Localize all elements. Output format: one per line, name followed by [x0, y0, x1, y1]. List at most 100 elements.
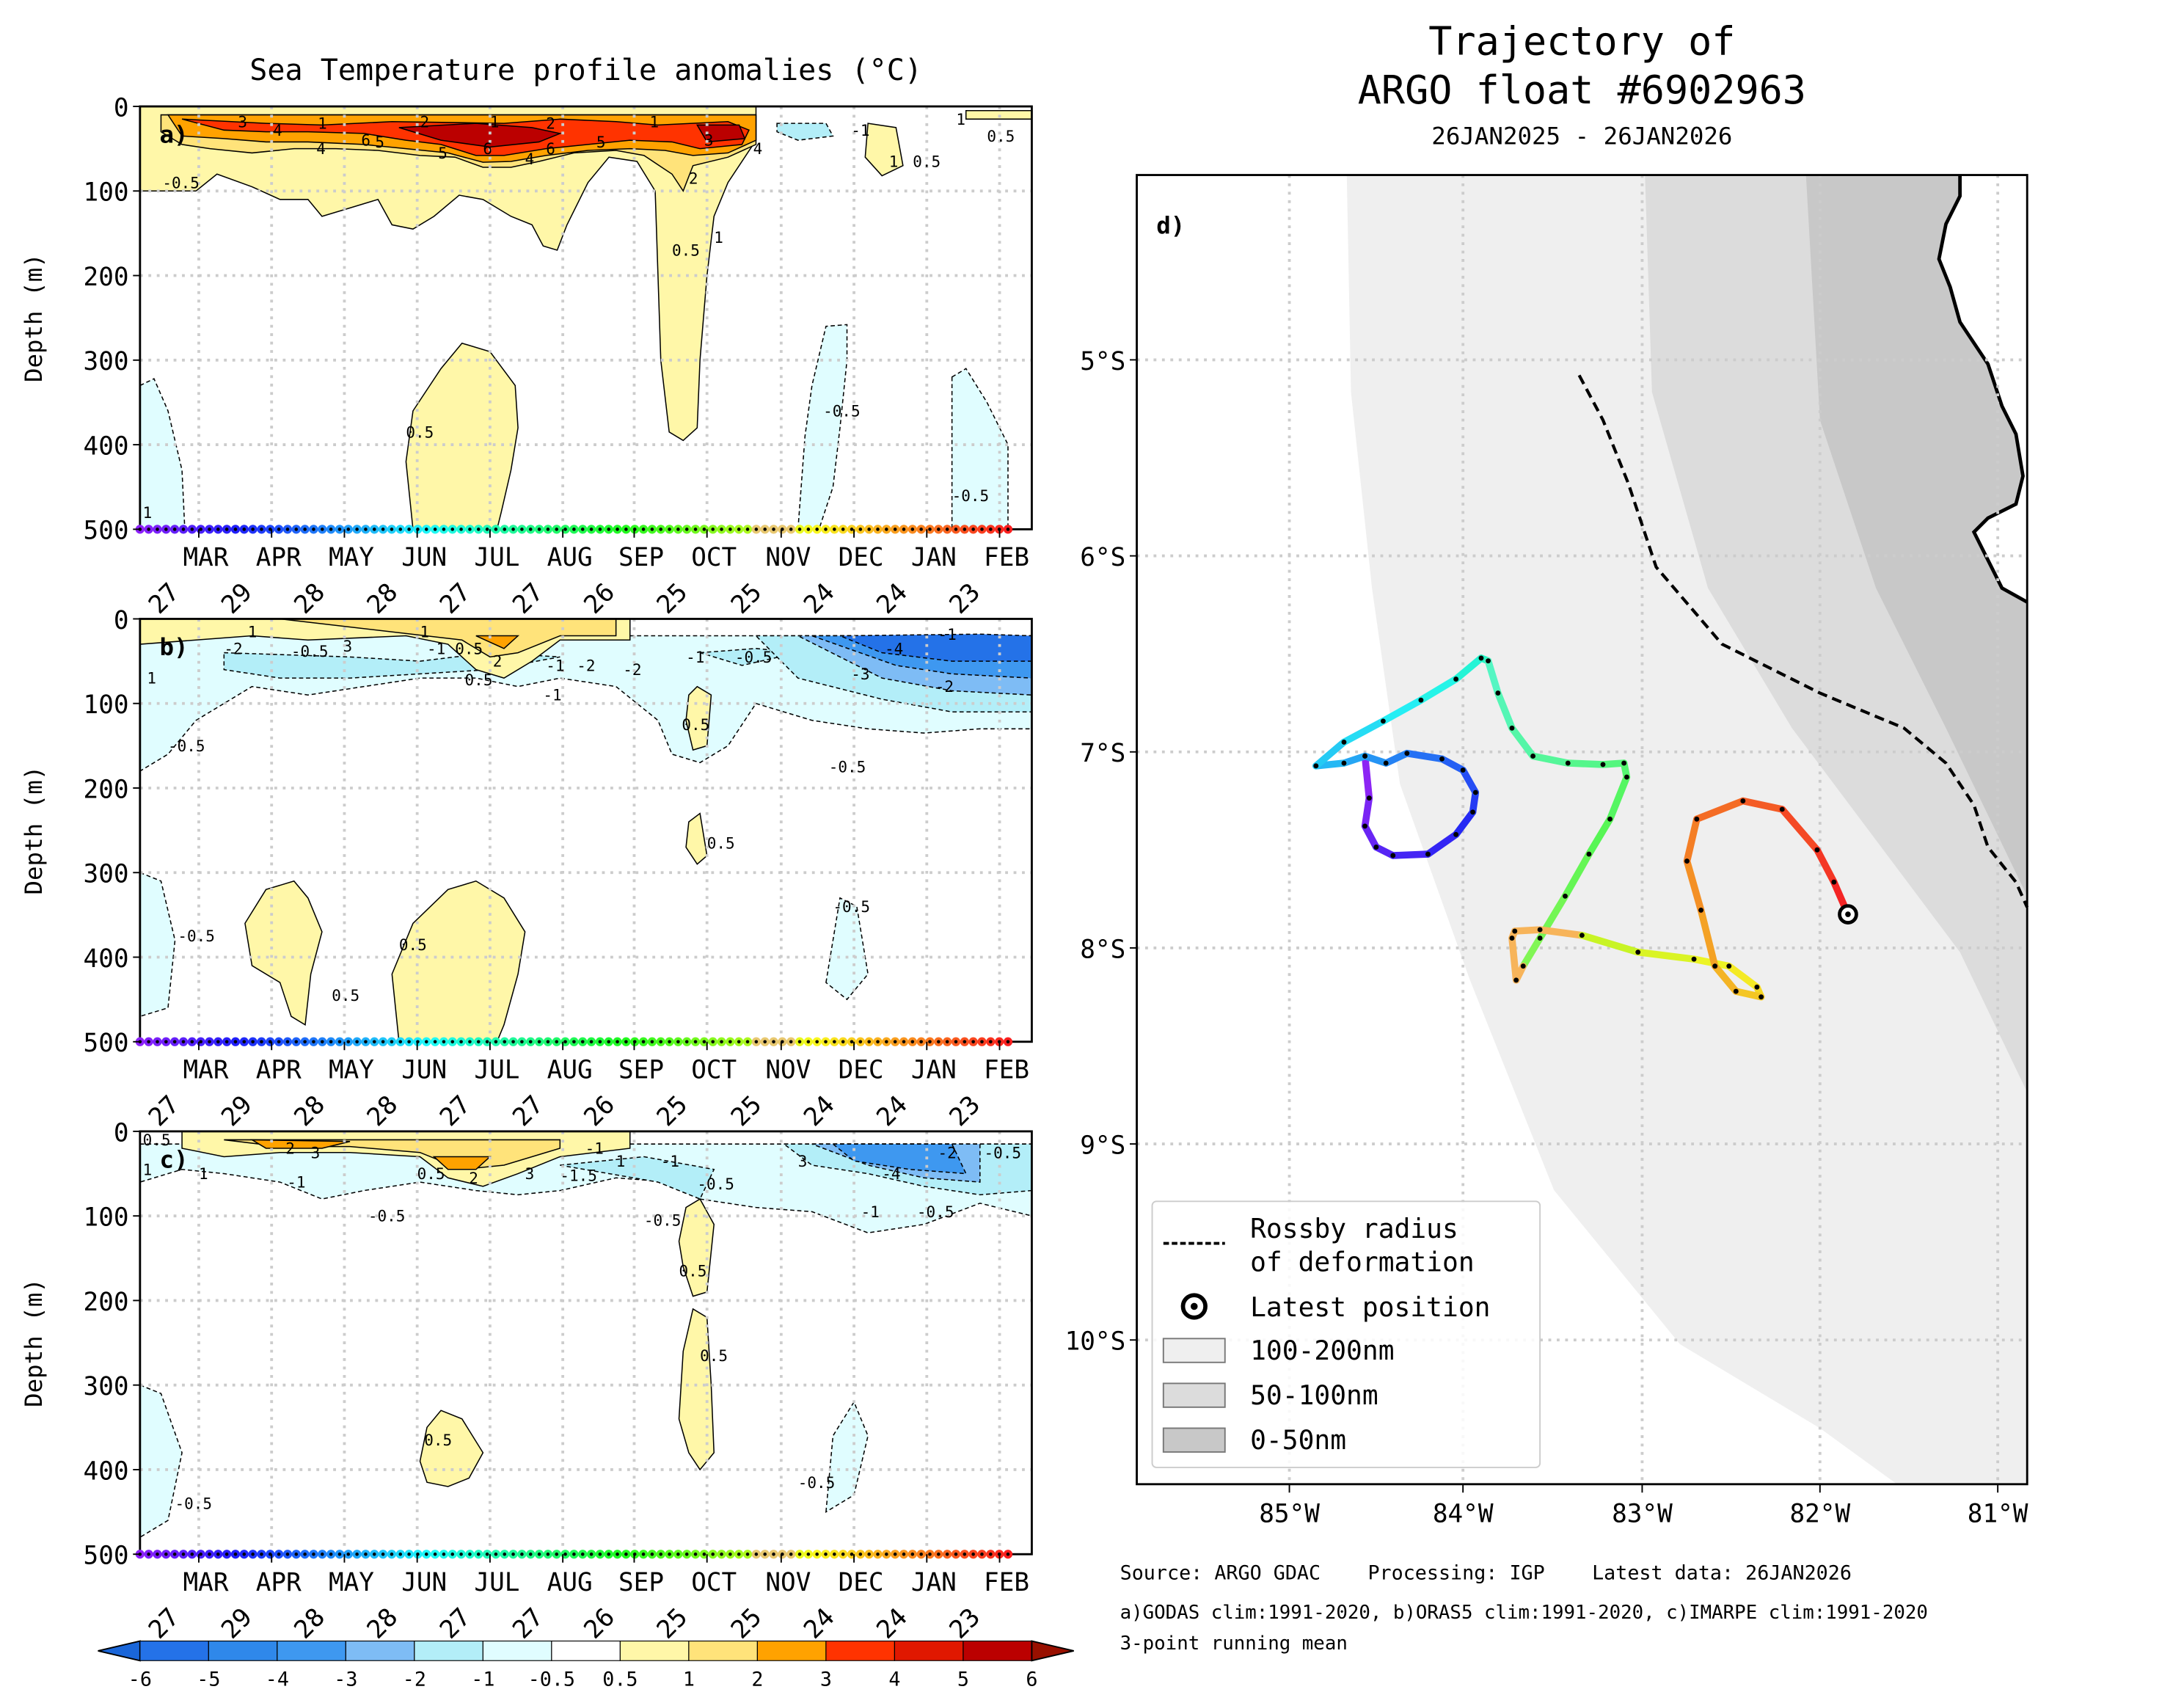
month-label: JAN	[911, 543, 957, 572]
time-marker	[650, 1040, 654, 1044]
contour-label: -1	[543, 687, 561, 704]
month-label: JUN	[401, 1055, 447, 1084]
contour-label: 1	[956, 111, 965, 128]
contour-label: -0.5	[644, 1211, 682, 1229]
time-marker	[390, 528, 394, 531]
legend-rossby-label-1: Rossby radius	[1250, 1213, 1458, 1244]
time-marker	[450, 1040, 455, 1044]
y-tick-label: 500	[84, 1542, 129, 1571]
contour-label: 0.5	[143, 1131, 171, 1149]
time-marker	[381, 528, 385, 531]
time-marker	[424, 528, 428, 531]
month-label: FEB	[984, 1568, 1029, 1597]
contour-label: 3	[238, 113, 247, 131]
contour-label: 0.5	[406, 423, 434, 441]
contour-label: -0.5	[162, 174, 200, 192]
month-label: JUL	[474, 543, 519, 572]
contour-region	[406, 343, 518, 530]
profile-dot	[1341, 760, 1347, 766]
map-area: 5°S 6°S 7°S 8°S 9°S 10°S 85°W 84°W 83°W 82°W 81°W d…	[1065, 174, 2029, 1528]
profile-dot	[1563, 893, 1568, 899]
time-marker	[321, 528, 324, 531]
time-marker	[251, 1552, 255, 1556]
time-marker	[199, 528, 202, 531]
footer-processing: Processing: IGP	[1367, 1562, 1545, 1586]
time-marker	[164, 1552, 168, 1556]
time-marker	[650, 1552, 654, 1556]
contour-label: -0.5	[823, 403, 861, 420]
contour-label: -4	[885, 640, 903, 657]
time-marker	[737, 1552, 741, 1556]
time-marker	[919, 528, 923, 531]
month-label: AUG	[547, 543, 593, 572]
time-marker	[684, 1040, 689, 1044]
time-marker	[841, 1040, 845, 1044]
profile-dot	[1600, 762, 1606, 767]
time-marker	[971, 1552, 975, 1556]
time-marker	[494, 528, 498, 531]
contour-label: 1	[490, 113, 500, 131]
contour-label: -1	[686, 649, 704, 666]
trajectory-segment	[1484, 657, 1502, 697]
time-marker	[720, 1552, 723, 1556]
contour-label: 0.5	[465, 671, 493, 689]
time-marker	[546, 1040, 550, 1044]
y-tick-label: 200	[84, 775, 129, 804]
contour-label: 2	[285, 1140, 295, 1158]
profile-dot	[1712, 963, 1718, 969]
time-marker	[537, 1040, 541, 1044]
contour-label: -1	[546, 657, 564, 674]
month-label: AUG	[547, 1055, 593, 1084]
profile-dot	[1831, 879, 1837, 885]
time-marker	[980, 1040, 984, 1044]
time-marker	[754, 1552, 759, 1556]
time-marker	[841, 528, 845, 531]
time-marker	[346, 1040, 351, 1044]
trajectory-map: 5°S 6°S 7°S 8°S 9°S 10°S 85°W 84°W 83°W 82°W 81°W d…	[1065, 174, 2029, 1528]
trajectory-segment	[1732, 988, 1765, 1001]
contour-label: 4	[316, 140, 326, 158]
month-label: OCT	[691, 1055, 737, 1084]
time-marker	[242, 1040, 246, 1044]
footer-line1: Source: ARGO GDAC Processing: IGP Latest…	[1120, 1563, 1852, 1586]
map-date-range: 26JAN2025 - 26JAN2026	[1431, 123, 1733, 152]
footer-source: Source: ARGO GDAC	[1120, 1562, 1321, 1586]
contour-label: 6	[483, 140, 492, 158]
contour-region	[434, 1156, 490, 1169]
trajectory-segment	[1519, 934, 1544, 970]
lat-label: 8°S	[1080, 935, 1125, 964]
time-marker	[806, 1552, 811, 1556]
time-marker	[937, 1040, 941, 1044]
lon-label: 82°W	[1789, 1499, 1850, 1528]
y-tick-label: 300	[84, 860, 129, 889]
contour-label: 3	[798, 1153, 808, 1170]
time-marker	[711, 1040, 715, 1044]
colorbar-label: 2	[751, 1669, 763, 1691]
contour-label: -2	[938, 1144, 957, 1162]
colorbar-label: 3	[820, 1669, 832, 1691]
time-marker	[910, 1552, 915, 1556]
colorbar-swatch	[894, 1640, 964, 1661]
lat-label: 5°S	[1080, 347, 1125, 376]
colorbar-swatch	[414, 1640, 483, 1661]
profile-dot	[1373, 845, 1379, 850]
profile-dot	[1586, 851, 1592, 857]
time-marker	[702, 1552, 706, 1556]
time-marker	[494, 1040, 498, 1044]
plot-area: 0.51 12 3-1 0.5 2 3-1-1.51 -1-0.53-4-2-0.5-1-0…	[20, 1118, 1033, 1645]
time-marker	[459, 528, 463, 531]
colorbar-label: -1	[471, 1669, 494, 1691]
time-marker	[390, 1552, 394, 1556]
profile-dot	[1512, 928, 1518, 934]
time-marker	[433, 528, 437, 531]
time-marker	[260, 528, 263, 531]
y-tick-label: 100	[84, 690, 129, 720]
time-marker	[989, 1552, 993, 1556]
time-marker	[433, 1040, 437, 1044]
profile-dot	[1530, 754, 1536, 759]
profile-dot	[1390, 853, 1396, 858]
month-label: APR	[256, 543, 302, 572]
time-marker	[963, 1552, 967, 1556]
time-marker	[676, 528, 680, 531]
